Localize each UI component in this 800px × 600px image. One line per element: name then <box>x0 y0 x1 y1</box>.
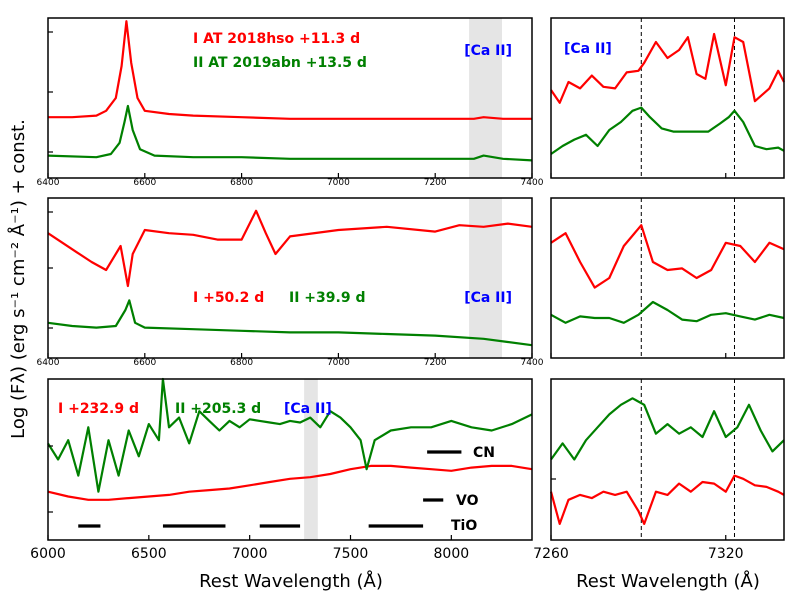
x-tick-label: 6600 <box>133 178 156 188</box>
series-line-2 <box>47 299 533 347</box>
series-line-1 <box>47 464 533 501</box>
series-line-1 <box>47 209 533 288</box>
x-tick-label: 7200 <box>424 358 447 368</box>
annotation-4: VO <box>456 493 479 509</box>
annotation-2: [Ca II] <box>464 290 512 306</box>
series-line-1 <box>48 20 532 120</box>
x-tick-label: 8000 <box>434 546 470 562</box>
axes-frame <box>550 378 785 541</box>
y-axis-label: Log (Fλ) (erg s⁻¹ cm⁻² Å⁻¹) + const. <box>7 119 29 439</box>
x-axis-label-right: Rest Wavelength (Å) <box>576 570 760 592</box>
x-tick-label: 6000 <box>30 546 66 562</box>
annotation-5: TiO <box>451 518 477 534</box>
panel-middle-left: 6400 6600 6800 7000 7200 7400 I +50.2 d II +39.… <box>37 197 544 368</box>
axes-frame <box>47 197 533 359</box>
ca-ii-shaded-band <box>469 18 502 178</box>
ca-ii-shaded-band <box>469 198 502 358</box>
axes-frame <box>47 378 533 541</box>
x-tick-label: 7320 <box>708 546 744 562</box>
panel-bottom-left: 6000 6500 7000 7500 8000 I +232.9 d II +205.3 … <box>30 377 533 562</box>
axes-frame <box>47 17 533 179</box>
series-line-2 <box>550 106 785 155</box>
panel-top-right: [Ca II] <box>550 17 785 179</box>
axes-frame <box>550 197 785 359</box>
x-tick-label: 6400 <box>37 178 60 188</box>
series-line-1 <box>550 32 785 104</box>
series-line-1 <box>549 474 785 525</box>
annotation-0: I AT 2018hso +11.3 d <box>193 31 360 47</box>
x-tick-label: 6800 <box>230 358 253 368</box>
annotation-1: II +205.3 d <box>175 401 261 417</box>
annotation-1: II AT 2019abn +13.5 d <box>193 55 367 71</box>
x-tick-label: 6500 <box>131 546 167 562</box>
panel-middle-right <box>550 197 785 359</box>
series-line-2 <box>550 300 785 324</box>
x-tick-label: 7400 <box>521 358 544 368</box>
annotation-2: [Ca II] <box>464 43 512 59</box>
x-tick-label: 7200 <box>424 178 447 188</box>
panel-bottom-right: 7260 7320 <box>533 378 785 562</box>
x-tick-label: 6400 <box>37 358 60 368</box>
axes-frame <box>550 17 785 179</box>
x-tick-label: 7400 <box>521 178 544 188</box>
series-line-2 <box>47 104 533 162</box>
x-tick-label: 7000 <box>232 546 268 562</box>
annotation-1: II +39.9 d <box>289 290 365 306</box>
series-line-2 <box>47 377 533 493</box>
series-line-2 <box>550 397 785 461</box>
annotation-0: [Ca II] <box>564 41 612 57</box>
x-tick-label: 7000 <box>327 178 350 188</box>
x-axis-label-left: Rest Wavelength (Å) <box>199 570 383 592</box>
x-tick-label: 6600 <box>133 358 156 368</box>
panel-top-left: 6400 6600 6800 7000 7200 7400 I AT 2018hso +11… <box>37 17 544 188</box>
series-line-1 <box>550 224 785 289</box>
x-tick-label: 7000 <box>327 358 350 368</box>
panels: 6400 6600 6800 7000 7200 7400 I AT 2018hso +11… <box>30 17 785 562</box>
x-tick-label: 7500 <box>333 546 369 562</box>
annotation-3: CN <box>473 445 495 461</box>
x-tick-label: 6800 <box>230 178 253 188</box>
annotation-0: I +50.2 d <box>193 290 264 306</box>
x-tick-label: 7260 <box>533 546 569 562</box>
annotation-0: I +232.9 d <box>58 401 139 417</box>
annotation-2: [Ca II] <box>284 401 332 417</box>
